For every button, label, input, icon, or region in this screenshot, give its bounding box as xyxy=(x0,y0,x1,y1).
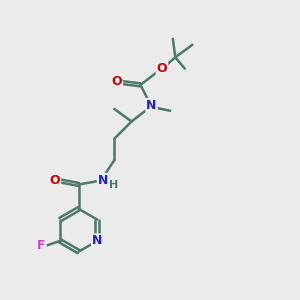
Text: O: O xyxy=(111,75,122,88)
Text: N: N xyxy=(98,174,108,187)
Text: O: O xyxy=(50,174,60,188)
Text: O: O xyxy=(157,62,167,75)
Text: N: N xyxy=(92,235,102,248)
Text: F: F xyxy=(37,239,46,252)
Text: N: N xyxy=(146,99,157,112)
Text: H: H xyxy=(109,180,118,190)
